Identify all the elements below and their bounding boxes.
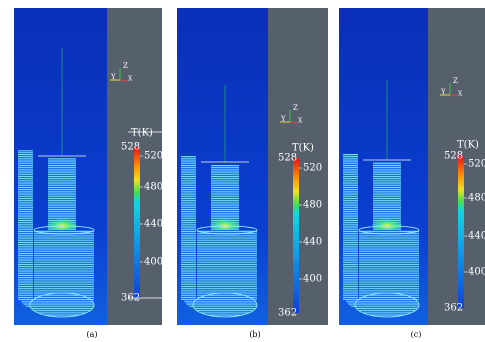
- colorbar-tick-label: 400: [144, 257, 163, 268]
- colorbar-tick-label: 440: [468, 231, 485, 242]
- colorbar-tick-label: 480: [468, 193, 485, 204]
- axis-y-label: Y: [440, 88, 446, 96]
- colorbar: [134, 147, 140, 298]
- axis-x-label: X: [298, 118, 303, 125]
- colorbar-tick-label: 400: [303, 274, 322, 285]
- axis-x-label: X: [128, 76, 133, 83]
- axis-z-label: Z: [453, 77, 458, 85]
- colorbar-tick-label: 520: [468, 159, 485, 170]
- base: [355, 293, 419, 317]
- axis-y-label: Y: [110, 73, 116, 81]
- colorbar-tick-label: 440: [144, 219, 163, 230]
- colorbar-title: T(K): [457, 140, 479, 151]
- left-tube: [343, 154, 358, 300]
- colorbar-title: T(K): [131, 128, 153, 139]
- caption: (a): [86, 330, 97, 339]
- colorbar-tick-label: 520: [144, 151, 163, 162]
- figure: ZYXT(K)528362520480440400(a)ZYXT(K)52836…: [0, 0, 485, 342]
- colorbar-max: 528: [121, 142, 140, 153]
- colorbar-tick-label: 440: [303, 237, 322, 248]
- colorbar-max: 528: [278, 153, 297, 164]
- axis-z-label: Z: [123, 62, 128, 70]
- caption: (c): [411, 330, 422, 339]
- left-tube: [181, 156, 196, 300]
- colorbar-tick-label: 480: [303, 200, 322, 211]
- left-tube: [18, 150, 33, 300]
- axis-x-label: X: [458, 91, 463, 98]
- base: [193, 293, 257, 317]
- outer-cylinder: [34, 230, 94, 300]
- outer-cylinder: [359, 230, 419, 300]
- base: [30, 293, 94, 317]
- axis-y-label: Y: [280, 115, 286, 123]
- colorbar-min: 362: [121, 293, 140, 304]
- panel: ZY X T(K)528 362 520 480 440 400: [339, 8, 485, 325]
- colorbar-max: 528: [444, 151, 463, 162]
- colorbar: [458, 156, 464, 308]
- caption: (b): [249, 330, 260, 339]
- colorbar-min: 362: [278, 308, 297, 319]
- colorbar: [293, 158, 299, 313]
- panel: ZY X T(K) 528 362 520 480 440 400: [14, 8, 163, 325]
- colorbar-min: 362: [444, 303, 463, 314]
- outer-cylinder: [197, 230, 257, 300]
- colorbar-tick-label: 400: [468, 267, 485, 278]
- colorbar-tick-label: 480: [144, 182, 163, 193]
- colorbar-tick-label: 520: [303, 163, 322, 174]
- axis-z-label: Z: [293, 104, 298, 112]
